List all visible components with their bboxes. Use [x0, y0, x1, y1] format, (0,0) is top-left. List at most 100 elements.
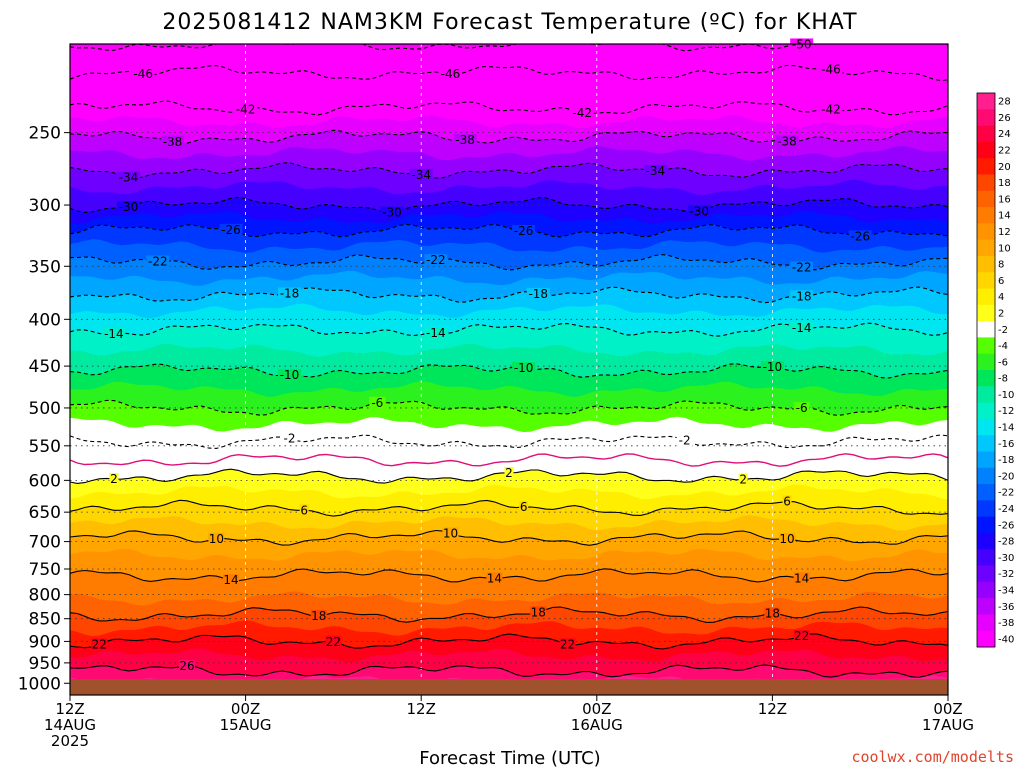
contour-label: -26 — [221, 223, 241, 237]
y-tick-label: 1000 — [18, 674, 61, 694]
contour-line — [69, 162, 949, 179]
colorbar-frame — [976, 92, 996, 648]
contour-label-bg — [687, 205, 711, 218]
colorbar-tick-label: 12 — [998, 227, 1011, 238]
contour-label: -18 — [280, 286, 300, 300]
contour-label-bg — [369, 396, 386, 409]
colorbar-swatch — [977, 207, 995, 224]
colorbar-swatch — [977, 500, 995, 518]
contour-label: -38 — [777, 135, 797, 149]
contour-label-bg — [208, 532, 225, 545]
contour-line — [69, 363, 949, 379]
colorbar-tick-label: -26 — [998, 520, 1014, 531]
colorbar-swatch — [977, 598, 995, 615]
x-tick-label: 2025 — [51, 732, 89, 750]
contour-label-bg — [438, 68, 462, 81]
contour-label-bg — [234, 103, 258, 116]
colorbar-swatch — [977, 435, 995, 452]
colorbar-swatch — [977, 467, 995, 485]
contour-label-bg — [530, 606, 547, 619]
contour-label: -10 — [280, 368, 300, 382]
colorbar-tick-label: -6 — [998, 357, 1008, 368]
colorbar-swatch — [977, 141, 995, 159]
x-tick-label: 00Z — [582, 700, 611, 718]
colorbar-swatch — [977, 304, 995, 322]
contour-label: -26 — [514, 224, 534, 238]
contour-label: -22 — [148, 255, 168, 269]
contour-label-bg — [779, 533, 796, 546]
colorbar-swatch — [977, 223, 995, 241]
contour-line — [69, 64, 949, 82]
colorbar-tick-label: -4 — [998, 341, 1008, 352]
colorbar-tick-label: -30 — [998, 553, 1014, 564]
contour-label-bg — [424, 327, 448, 340]
contour-label: -22 — [792, 261, 812, 275]
contour-label: 10 — [779, 532, 794, 546]
contour-label-bg — [179, 659, 196, 672]
colorbar-swatch — [977, 255, 995, 273]
chart-title: 2025081412 NAM3KM Forecast Temperature (… — [162, 10, 857, 35]
colorbar-tick-label: 4 — [998, 292, 1004, 303]
contour-label-bg — [278, 369, 301, 382]
y-tick-label: 250 — [29, 124, 61, 144]
contour-label: -38 — [455, 133, 475, 147]
temperature-fill — [69, 43, 949, 695]
colorbar-swatch — [977, 190, 995, 208]
colorbar-tick-label: 28 — [998, 97, 1011, 108]
colorbar-tick-label: -12 — [998, 406, 1014, 417]
x-tick-label: 12Z — [407, 700, 436, 718]
colorbar-tick-label: -8 — [998, 374, 1008, 385]
contour-label-bg — [782, 495, 792, 508]
contour-label-bg — [676, 434, 693, 447]
contour-line — [69, 100, 949, 116]
colorbar-tick-label: -22 — [998, 488, 1014, 499]
colorbar-swatch — [977, 272, 995, 290]
colorbar-swatch — [977, 402, 995, 420]
contour-label-bg — [819, 103, 843, 116]
colorbar-tick-label: -34 — [998, 585, 1014, 596]
colorbar-tick-label: -32 — [998, 569, 1014, 580]
contour-label: -6 — [371, 396, 383, 410]
colorbar-swatch — [977, 174, 995, 192]
contour-line — [69, 664, 949, 678]
colorbar-swatch — [977, 239, 995, 257]
colorbar-tick-label: 18 — [998, 178, 1011, 189]
contour-label-bg — [643, 164, 667, 177]
y-tick-label: 700 — [29, 533, 61, 553]
y-tick-label: 850 — [29, 610, 61, 630]
x-tick-label: 12Z — [758, 700, 787, 718]
colorbar-tick-label: -14 — [998, 423, 1014, 434]
colorbar-tick-label: -38 — [998, 618, 1014, 629]
colorbar-tick-label: 26 — [998, 113, 1011, 124]
contour-label: -14 — [426, 326, 446, 340]
colorbar-swatch — [977, 418, 995, 436]
contour-label: 22 — [326, 635, 341, 649]
colorbar-tick-label: -40 — [998, 634, 1014, 645]
plot-frame — [69, 43, 949, 696]
x-tick-label: 12Z — [55, 700, 84, 718]
contour-label-bg — [160, 135, 184, 148]
contour-label-bg — [790, 290, 814, 303]
contour-label-bg — [559, 638, 576, 651]
contour-label-bg — [504, 466, 514, 479]
colorbar-swatch — [977, 321, 995, 338]
colorbar: 28 26 24 22 20 18 16 14 12 10 8 6 4 2 -2 -4 -6 -8 -10 -12 -1… — [976, 92, 1014, 648]
colorbar-tick-label: 24 — [998, 129, 1011, 140]
colorbar-tick-label: 22 — [998, 146, 1011, 157]
contour-label-bg — [278, 287, 301, 300]
colorbar-swatch — [977, 158, 995, 175]
contour-label: -2 — [284, 432, 296, 446]
contour-label: 22 — [560, 637, 575, 651]
colorbar-swatch — [977, 630, 995, 648]
contour-label-bg — [760, 360, 784, 373]
contour-label: 18 — [765, 607, 780, 621]
contour-label: 14 — [223, 573, 238, 587]
contour-label: -34 — [119, 171, 139, 185]
colorbar-tick-label: 10 — [998, 243, 1011, 254]
contour-label-bg — [409, 168, 433, 181]
y-tick-label: 950 — [29, 654, 61, 674]
contour-label: 14 — [794, 571, 809, 585]
contour-label: -46 — [441, 67, 461, 81]
contour-label-bg — [424, 254, 448, 267]
colorbar-swatch — [977, 549, 995, 567]
